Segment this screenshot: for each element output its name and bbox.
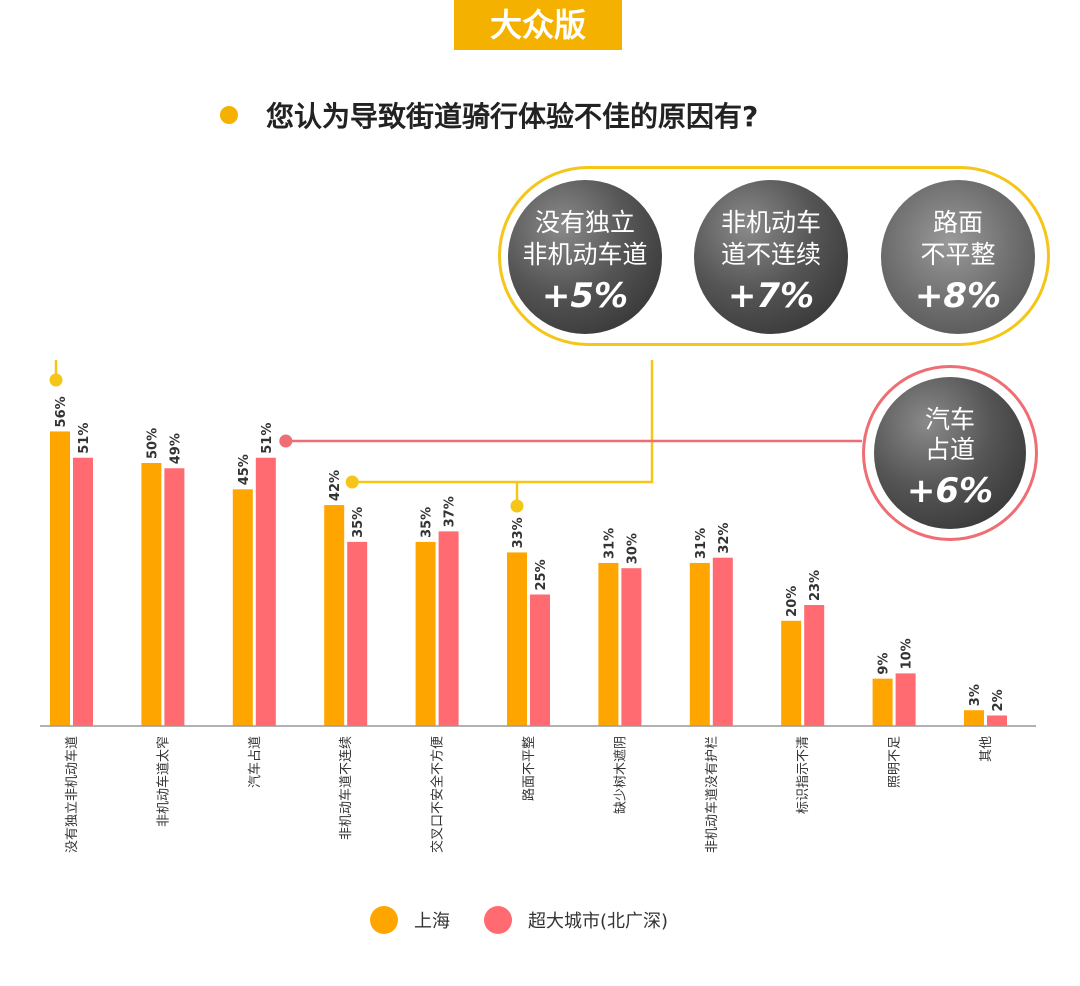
category-label: 标识指示不清 — [796, 736, 811, 814]
callout-delta: +6% — [906, 471, 994, 511]
data-label: 33% — [511, 517, 526, 548]
connector-dot-uneven-road — [510, 499, 524, 513]
data-label: 49% — [168, 433, 183, 464]
connector-no-bike-lane — [54, 360, 58, 380]
legend-item-megacity: 超大城市(北广深) — [484, 906, 668, 934]
bar-chart: 56% 51% 没有独立非机动车道 50% 49% 非机动车道太窄 45% 51% 汽车占道 42… — [40, 360, 1036, 853]
data-label: 25% — [534, 559, 549, 590]
legend-swatch-shanghai — [370, 906, 398, 934]
category-label: 非机动车道太窄 — [155, 736, 171, 827]
callout-no-bike-lane: 没有独立 非机动车道 +5% — [508, 180, 662, 334]
bar-megacity-4 — [438, 531, 459, 726]
bar-shanghai-2 — [232, 489, 253, 726]
callout-label: 非机动车 — [720, 208, 821, 237]
data-label: 35% — [420, 507, 435, 538]
bar-shanghai-6 — [598, 562, 619, 726]
data-label: 31% — [694, 528, 709, 559]
legend-item-shanghai: 上海 — [370, 906, 450, 934]
callout-discontinuous-lane: 非机动车 道不连续 +7% — [694, 180, 848, 334]
bar-shanghai-9 — [872, 678, 893, 726]
bar-megacity-6 — [621, 568, 642, 726]
bar-shanghai-10 — [964, 710, 984, 726]
callout-delta: +7% — [727, 276, 815, 316]
bar-shanghai-0 — [50, 431, 70, 726]
bar-shanghai-1 — [141, 463, 162, 726]
data-label: 9% — [877, 653, 892, 675]
edition-tag: 大众版 — [454, 0, 622, 50]
category-label: 其他 — [979, 736, 994, 762]
category-label: 照明不足 — [888, 736, 903, 788]
connector-dot-no-bike-lane — [49, 373, 63, 387]
bar-shanghai-5 — [507, 552, 527, 726]
connector-dot-discontinuous-lane — [345, 475, 359, 489]
category-label: 非机动车道没有护栏 — [704, 736, 720, 853]
callout-label: 道不连续 — [720, 240, 821, 269]
bar-megacity-1 — [164, 468, 185, 726]
callout-label: 路面 — [932, 208, 983, 237]
data-label: 35% — [351, 507, 366, 538]
bar-shanghai-8 — [781, 620, 802, 726]
data-label: 32% — [717, 523, 732, 554]
callout-group-outline — [498, 166, 1050, 346]
data-label: 50% — [145, 428, 160, 459]
bar-megacity-5 — [530, 594, 550, 726]
callout-label: 非机动车道 — [522, 240, 648, 269]
bullet-dot-icon — [220, 106, 238, 124]
category-label: 汽车占道 — [247, 736, 263, 788]
category-label: 缺少树木遮阴 — [612, 736, 628, 814]
category-label: 交叉口不安全不方便 — [430, 736, 446, 853]
data-label: 31% — [602, 528, 617, 559]
bar-megacity-9 — [895, 673, 916, 726]
callout-delta: +5% — [541, 276, 629, 316]
callout-label: 汽车 — [924, 405, 975, 434]
data-label: 10% — [900, 638, 915, 669]
data-label: 56% — [54, 396, 69, 427]
data-label: 30% — [625, 533, 640, 564]
data-label: 51% — [77, 423, 92, 454]
callout-delta: +8% — [914, 276, 1002, 316]
data-label: 51% — [260, 423, 275, 454]
data-label: 3% — [968, 684, 983, 706]
data-label: 2% — [991, 689, 1006, 711]
callout-red-outline — [862, 365, 1038, 541]
category-label: 非机动车道不连续 — [338, 736, 354, 840]
callout-uneven-road: 路面 不平整 +8% — [881, 180, 1035, 334]
bar-shanghai-4 — [415, 541, 436, 726]
data-label: 45% — [237, 454, 252, 485]
legend-label-megacity: 超大城市(北广深) — [528, 911, 669, 932]
connector-dot-car-occupying — [279, 434, 293, 448]
callout-label: 占道 — [924, 435, 975, 464]
data-label: 37% — [443, 496, 458, 527]
question-text: 您认为导致街道骑行体验不佳的原因有? — [266, 100, 759, 133]
bar-megacity-10 — [987, 715, 1007, 726]
bar-megacity-8 — [804, 605, 825, 726]
bar-megacity-2 — [255, 457, 276, 726]
category-label: 路面不平整 — [521, 736, 537, 801]
callout-label: 不平整 — [920, 240, 996, 269]
bar-megacity-3 — [347, 541, 368, 726]
legend: 上海 超大城市(北广深) — [370, 906, 702, 934]
bar-megacity-7 — [712, 557, 733, 726]
category-label: 没有独立非机动车道 — [64, 736, 80, 853]
bar-shanghai-3 — [324, 505, 345, 726]
legend-swatch-megacity — [484, 906, 512, 934]
connector-discontinuous-lane — [352, 360, 654, 484]
data-label: 23% — [808, 570, 823, 601]
callout-label: 没有独立 — [534, 208, 635, 237]
legend-label-shanghai: 上海 — [414, 911, 450, 932]
callout-car-occupying: 汽车 占道 +6% — [874, 377, 1026, 529]
data-label: 20% — [785, 586, 800, 617]
bar-shanghai-7 — [689, 562, 710, 726]
bar-megacity-0 — [73, 457, 93, 726]
data-label: 42% — [328, 470, 343, 501]
question-heading: 您认为导致街道骑行体验不佳的原因有? — [220, 95, 758, 135]
